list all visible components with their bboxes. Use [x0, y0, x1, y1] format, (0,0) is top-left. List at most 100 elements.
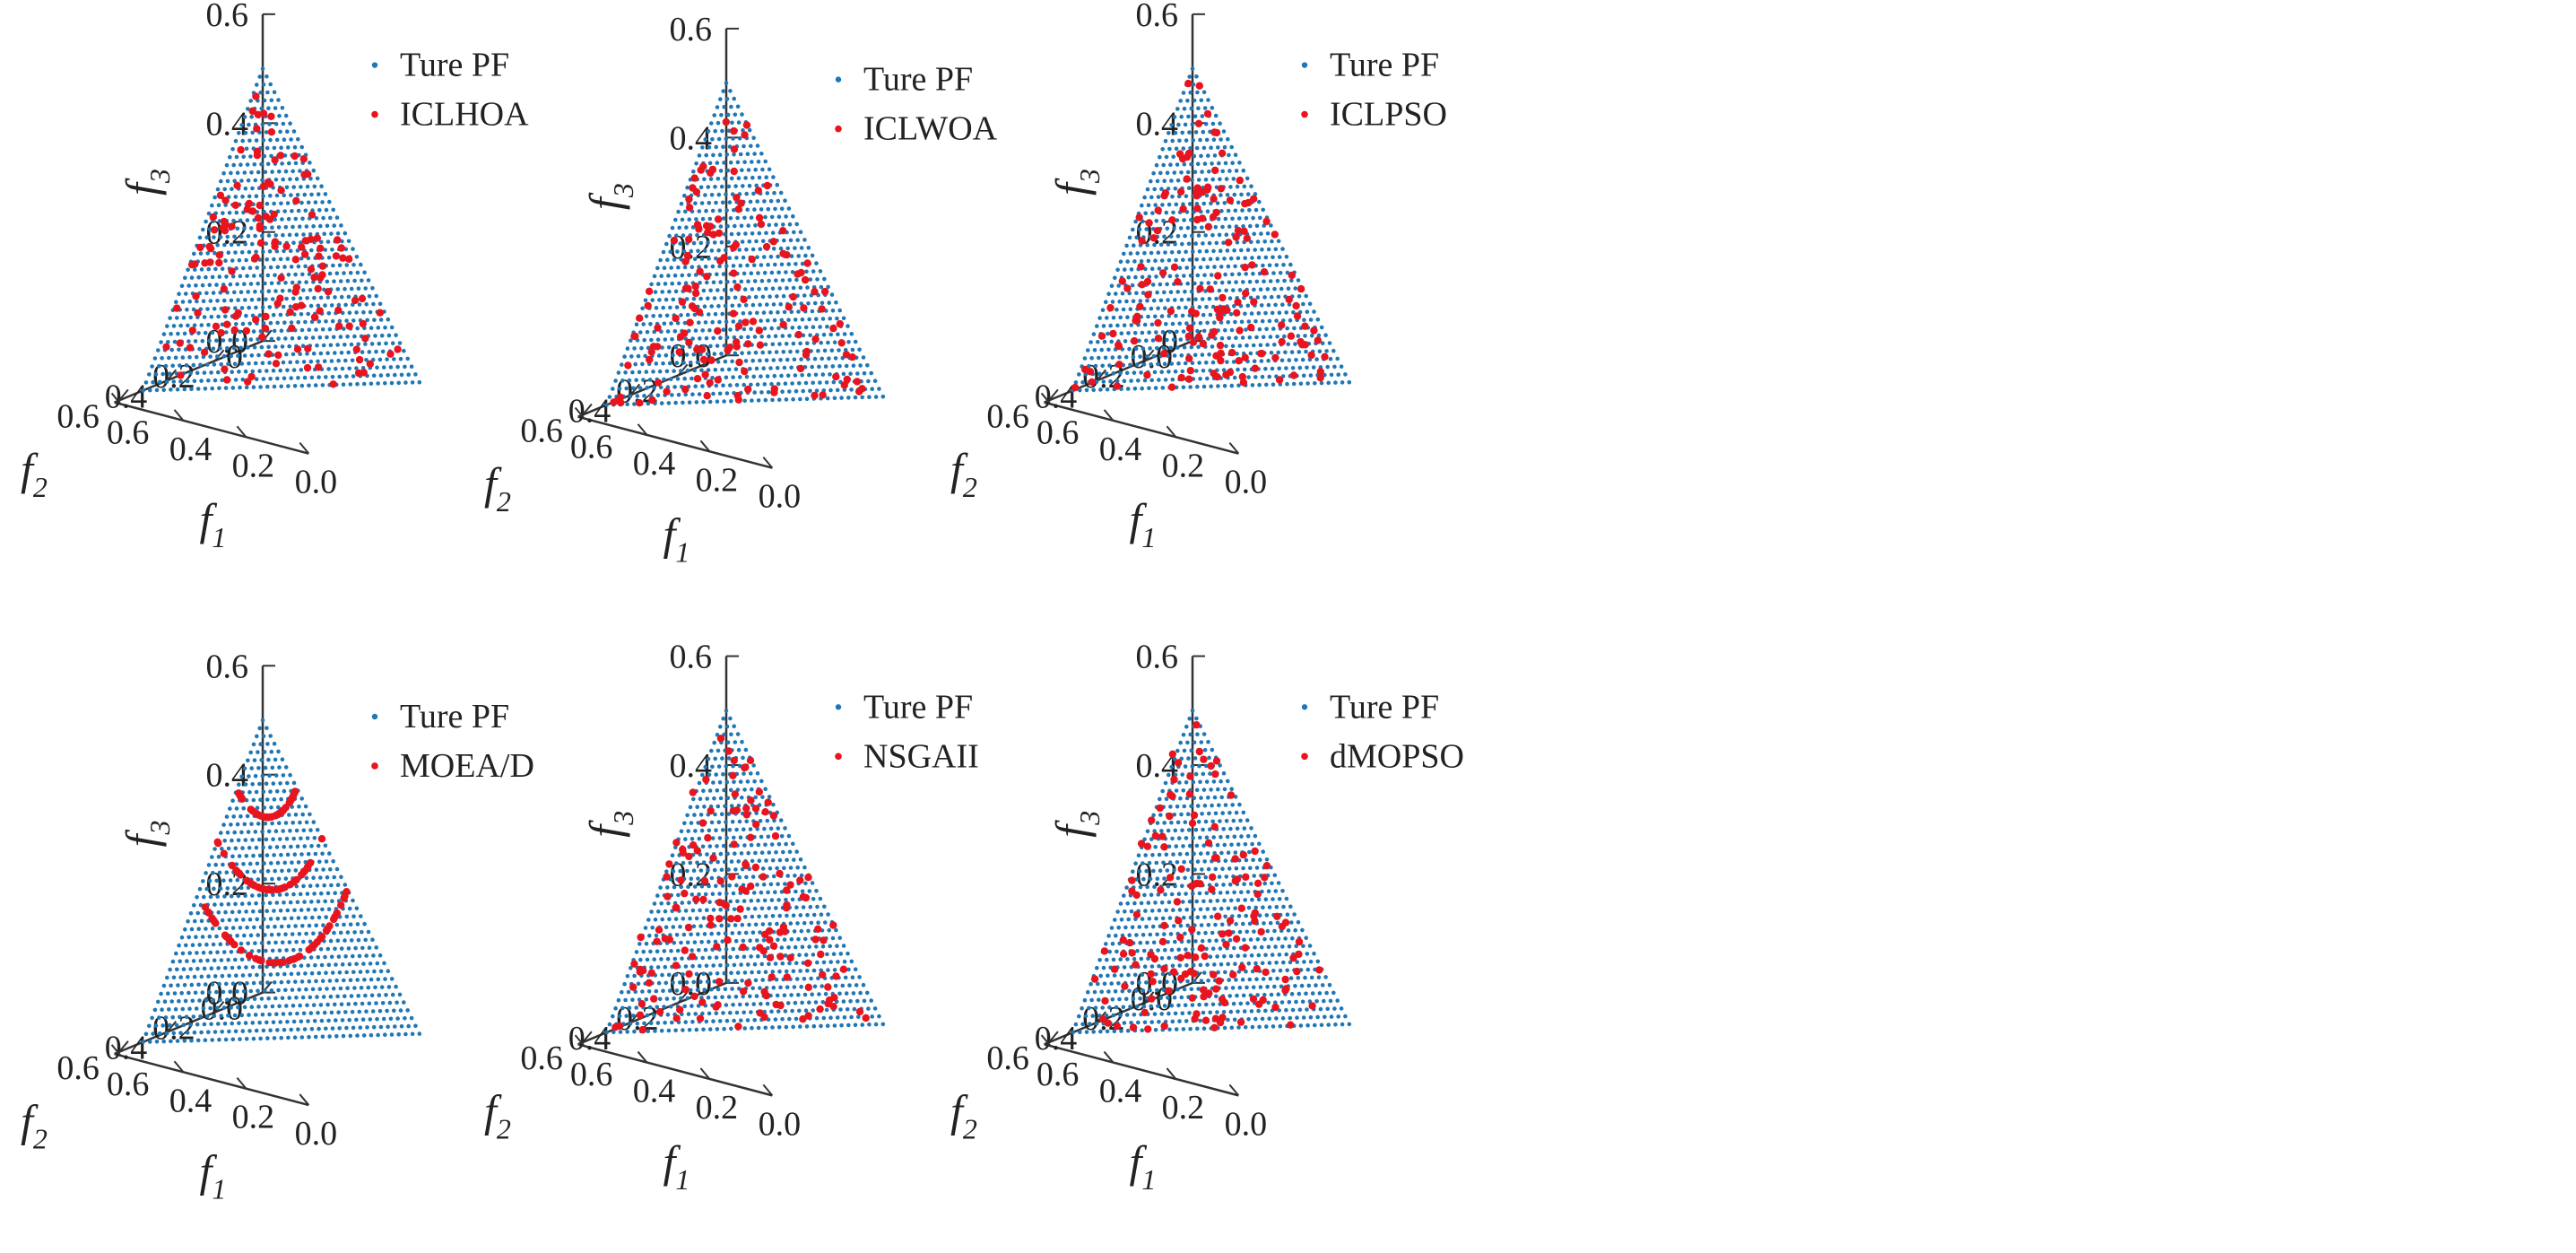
true-pf-point	[417, 1031, 422, 1036]
true-pf-point	[239, 290, 244, 295]
true-pf-point	[247, 321, 253, 326]
true-pf-point	[306, 1019, 310, 1023]
algorithm-point	[279, 806, 288, 814]
true-pf-point	[319, 1018, 325, 1023]
true-pf-point	[753, 223, 758, 228]
true-pf-point	[192, 251, 196, 257]
true-pf-point	[666, 401, 672, 405]
algorithm-point	[228, 861, 236, 870]
true-pf-point	[692, 813, 697, 817]
true-pf-point	[156, 348, 160, 352]
true-pf-point	[1137, 338, 1141, 344]
true-pf-point	[234, 210, 239, 215]
true-pf-point	[241, 265, 246, 271]
true-pf-point	[205, 958, 210, 963]
true-pf-point	[720, 883, 725, 888]
algorithm-point	[299, 155, 308, 163]
algorithm-point	[730, 167, 738, 176]
algorithm-point	[1154, 206, 1162, 214]
true-pf-point	[1186, 241, 1192, 247]
algorithm-point	[1106, 304, 1115, 312]
true-pf-point	[706, 296, 710, 301]
true-pf-point	[745, 779, 750, 784]
true-pf-point	[248, 988, 254, 994]
algorithm-point	[829, 324, 837, 333]
true-pf-point	[347, 906, 352, 911]
true-pf-point	[688, 916, 692, 921]
true-pf-point	[617, 387, 622, 391]
true-pf-point	[310, 987, 316, 992]
true-pf-point	[820, 944, 826, 949]
true-pf-point	[1178, 99, 1183, 103]
true-pf-point	[695, 860, 699, 866]
true-pf-point	[250, 893, 255, 898]
true-pf-point	[794, 277, 799, 283]
true-pf-point	[732, 96, 736, 101]
algorithm-point	[1247, 323, 1255, 332]
true-pf-point	[644, 370, 649, 374]
true-pf-point	[821, 1015, 827, 1021]
true-pf-point	[259, 289, 265, 294]
true-pf-point	[325, 295, 331, 300]
true-pf-point	[1194, 74, 1199, 79]
true-pf-point	[298, 352, 303, 357]
true-pf-point	[313, 907, 317, 912]
true-pf-point	[271, 1020, 276, 1024]
true-pf-point	[1182, 106, 1187, 111]
algorithm-point	[1271, 231, 1279, 239]
true-pf-point	[741, 755, 745, 761]
true-pf-point	[325, 335, 329, 340]
true-pf-point	[1216, 384, 1220, 388]
true-pf-point	[1185, 98, 1190, 103]
true-pf-point	[1166, 242, 1171, 247]
true-pf-point	[776, 1009, 781, 1014]
true-pf-point	[743, 747, 749, 753]
algorithm-point	[1243, 234, 1252, 242]
algorithm-point	[1175, 150, 1184, 158]
true-pf-point	[210, 274, 215, 280]
true-pf-point	[170, 959, 176, 964]
true-pf-point	[825, 396, 830, 401]
true-pf-point	[180, 951, 186, 956]
true-pf-point	[306, 851, 311, 857]
algorithm-point	[1183, 175, 1191, 183]
true-pf-point	[157, 1015, 161, 1020]
true-pf-point	[718, 169, 724, 173]
algorithm-point	[234, 869, 243, 877]
true-pf-point	[658, 257, 663, 263]
true-pf-point	[235, 822, 240, 827]
true-pf-point	[711, 1019, 716, 1023]
true-pf-point	[1241, 168, 1246, 173]
true-pf-point	[1204, 137, 1210, 143]
true-pf-point	[1106, 331, 1110, 336]
true-pf-point	[752, 207, 757, 212]
true-pf-point	[706, 129, 711, 134]
true-pf-point	[368, 962, 373, 966]
true-pf-point	[327, 199, 332, 204]
true-pf-point	[340, 1018, 345, 1022]
true-pf-point	[1234, 335, 1238, 341]
true-pf-point	[314, 923, 319, 928]
algorithm-point	[789, 292, 797, 301]
true-pf-point	[747, 239, 752, 244]
true-pf-point	[706, 368, 711, 372]
true-pf-point	[1149, 178, 1153, 184]
true-pf-point	[221, 338, 226, 343]
true-pf-point	[1141, 346, 1146, 352]
algorithm-point	[737, 199, 745, 207]
true-pf-point	[1149, 195, 1154, 200]
true-pf-point	[186, 990, 191, 996]
true-pf-point	[760, 795, 765, 799]
true-pf-point	[1167, 274, 1173, 279]
algorithm-point	[685, 235, 693, 244]
true-pf-point	[198, 958, 204, 963]
true-pf-point	[1128, 251, 1133, 256]
true-pf-point	[759, 906, 765, 911]
true-pf-point	[648, 949, 653, 954]
true-pf-point	[292, 963, 297, 969]
true-pf-point	[816, 348, 820, 353]
true-pf-point	[306, 200, 311, 205]
true-pf-point	[689, 988, 693, 993]
true-pf-point	[1335, 356, 1340, 361]
true-pf-point	[282, 971, 287, 977]
